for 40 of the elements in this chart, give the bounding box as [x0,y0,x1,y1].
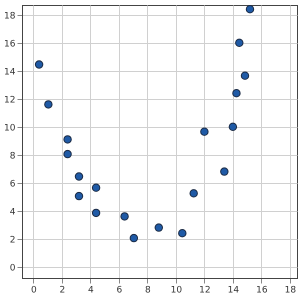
point [63,135,72,144]
point [220,167,229,176]
y-tick-label: 18 [4,11,16,22]
x-tick-label: 6 [116,286,123,296]
y-tick-label: 12 [4,95,16,106]
x-tick-label: 18 [284,286,296,296]
point [63,150,72,158]
point [228,122,238,131]
point [92,184,100,192]
point [189,189,198,198]
point [44,100,53,109]
y-tick-label: 4 [10,207,16,218]
point [235,38,244,47]
point [240,72,250,80]
y-tick-label: 8 [10,151,16,162]
x-tick-label: 16 [256,286,268,296]
point [34,60,44,69]
point [130,234,138,242]
x-tick-label: 4 [88,286,94,296]
y-tick-label: 10 [4,123,16,134]
point [92,208,100,218]
y-tick-label: 14 [4,67,16,78]
point [74,192,84,200]
point [74,172,84,181]
point [232,89,241,98]
y-tick-label: 0 [10,263,16,274]
x-tick-label: 8 [145,286,152,296]
point [178,229,187,238]
x-tick-label: 14 [228,286,240,296]
x-tick-label: 0 [31,286,38,296]
point [200,128,209,136]
point [246,5,254,14]
x-tick-label: 10 [170,286,182,296]
y-tick-label: 16 [4,39,16,50]
y-tick-label: 6 [10,179,16,190]
point [120,212,129,221]
y-tick-label: 2 [10,235,16,246]
x-tick-label: 12 [199,286,211,296]
x-tick-label: 2 [60,286,66,296]
point [154,223,163,232]
